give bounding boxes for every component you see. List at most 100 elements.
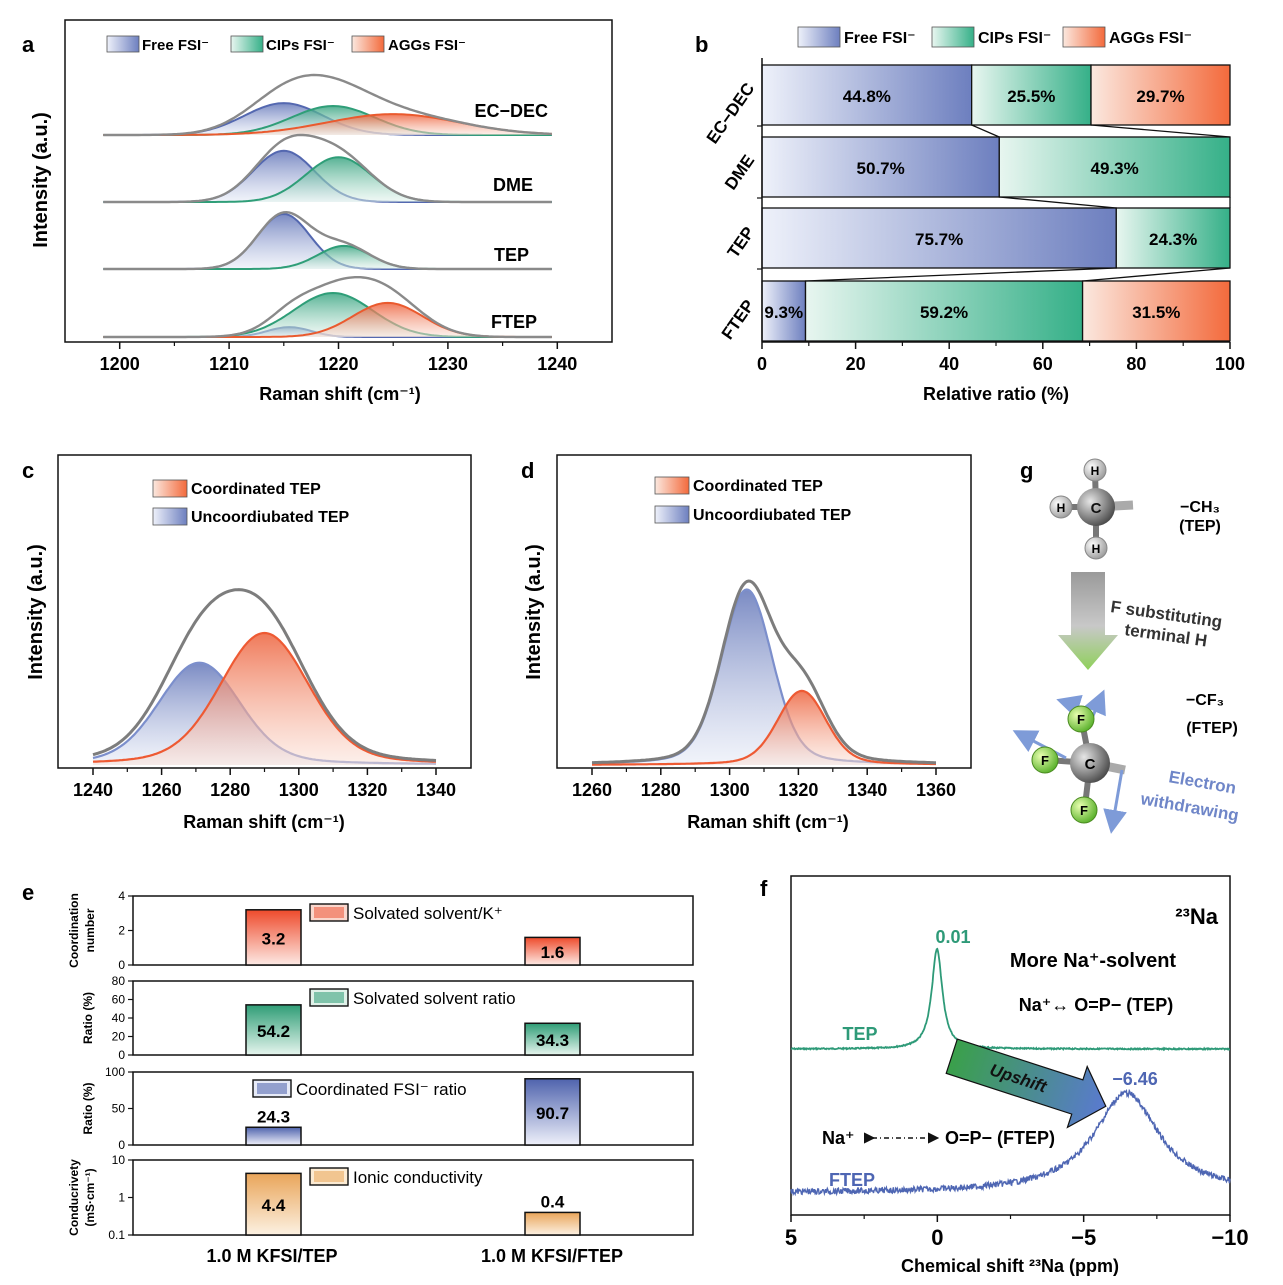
- x-tick-label: 1220: [318, 354, 358, 374]
- category-label-ecdec: EC−DEC: [703, 79, 758, 147]
- more-solvent-title: More Na⁺-solvent: [1010, 950, 1176, 972]
- x-tick-label: 1280: [641, 780, 681, 800]
- panel-d-y-label: Intensity (a.u.): [523, 544, 545, 680]
- peak-area-1-1: [103, 157, 552, 202]
- component-area: [93, 633, 436, 765]
- legend-swatch-inner: [314, 1171, 344, 1182]
- x-tick-label: 1240: [537, 354, 577, 374]
- legend-text-uncoordinated: Uncoordiubated TEP: [693, 507, 852, 524]
- atom-c-label: C: [1085, 756, 1096, 773]
- bar-3-0: [245, 1172, 302, 1236]
- y-axis-label: number: [83, 908, 97, 952]
- component-area: [592, 690, 936, 765]
- panel-f-plot-area: [790, 947, 1231, 1197]
- side-text-line1: Electron: [1167, 767, 1237, 798]
- bar-0-1: [524, 936, 581, 966]
- ftep-name-text: (FTEP): [1186, 720, 1238, 737]
- y-tick-label: 2: [118, 924, 125, 938]
- relation-ftep-text: O=P− (FTEP): [945, 1128, 1055, 1148]
- panel-a-label: a: [22, 32, 35, 57]
- category-label-ftep: FTEP: [718, 296, 758, 342]
- bar-value-label: 49.3%: [1091, 159, 1139, 178]
- x-tick-label: 5: [785, 1225, 797, 1250]
- legend-swatch-free: [106, 35, 140, 53]
- solvent-label-tep: TEP: [494, 245, 529, 265]
- x-tick-label: 40: [939, 354, 959, 374]
- panel-c-x-ticks: 1240 1260 1280 1300 1320 1340: [73, 768, 456, 800]
- panel-c-x-label: Raman shift (cm⁻¹): [183, 812, 345, 832]
- x-tick-label: 20: [846, 354, 866, 374]
- panel-c: c Coordinated TEP Uncoordiubated TEP 124…: [22, 454, 472, 832]
- bar-value-label: 3.2: [262, 929, 286, 948]
- x-tick-label: 60: [1033, 354, 1053, 374]
- panel-d-label: d: [521, 458, 534, 483]
- bar-value-label: 25.5%: [1007, 87, 1055, 106]
- panel-a-x-label: Raman shift (cm⁻¹): [259, 384, 421, 404]
- nucleus-label: ²³Na: [1175, 904, 1219, 929]
- legend-text-cips: CIPs FSI⁻: [978, 30, 1051, 47]
- panel-f-label: f: [760, 876, 768, 901]
- y-tick-label: 0: [118, 1048, 125, 1062]
- category-label-tep: TEP: [724, 223, 759, 261]
- bar-value-label: 31.5%: [1132, 303, 1180, 322]
- group-label-tep: 1.0 M KFSI/TEP: [206, 1246, 337, 1266]
- x-tick-label: 1240: [73, 780, 113, 800]
- relation-tep-text: Na⁺↔ O=P− (TEP): [1019, 995, 1174, 1015]
- bar-segment-3-1: [804, 280, 1084, 342]
- connector-line: [971, 124, 1000, 138]
- bar-1-1: [524, 1022, 581, 1056]
- bar-2-1: [524, 1078, 581, 1146]
- legend-swatch-coordinated: [654, 476, 690, 495]
- y-tick-label: 20: [112, 1030, 126, 1044]
- bar-value-label: 54.2: [257, 1022, 290, 1041]
- connector-line: [999, 196, 1117, 209]
- atom-h-label: H: [1091, 464, 1100, 478]
- x-tick-label: 1320: [778, 780, 818, 800]
- y-axis-label: (mS·cm⁻¹): [83, 1168, 97, 1226]
- legend-swatch-aggs: [351, 35, 385, 53]
- panel-d-x-label: Raman shift (cm⁻¹): [687, 812, 849, 832]
- y-tick-label: 60: [112, 993, 126, 1007]
- carbon-atom-icon: [1077, 488, 1115, 526]
- panel-d-plot-area: [591, 579, 937, 766]
- atom-c-label: C: [1091, 500, 1102, 517]
- y-axis-label: Ratio (%): [81, 1083, 95, 1135]
- legend-swatch-inner: [257, 1083, 287, 1094]
- peak-area-2-1: [103, 245, 552, 269]
- bar-segment-2-0: [761, 207, 1117, 269]
- bar-segment-0-2: [1090, 64, 1231, 126]
- bar-value-label: 29.7%: [1136, 87, 1184, 106]
- bar-segment-0-1: [971, 64, 1092, 126]
- x-tick-label: 100: [1215, 354, 1245, 374]
- legend-text-free: Free FSI⁻: [844, 30, 916, 47]
- envelope-line-2: [103, 210, 552, 271]
- ch3-group-text: −CH₃: [1180, 499, 1220, 516]
- x-tick-label: 1230: [428, 354, 468, 374]
- relation-ftep-na: Na⁺: [822, 1128, 855, 1148]
- legend-swatch-aggs: [1062, 26, 1106, 48]
- y-tick-label: 50: [112, 1102, 126, 1116]
- spectrum-tep: [790, 947, 1231, 1052]
- down-arrow-icon: [1058, 572, 1118, 670]
- panel-d: d Coordinated TEP Uncoordiubated TEP 126…: [521, 454, 972, 832]
- panel-g-label: g: [1020, 458, 1033, 483]
- panel-e: e 0 2 4 3.2 1.6 Solvated solvent/K⁺ Coordinati…: [22, 880, 694, 1266]
- peak-label-ftep: −6.46: [1112, 1069, 1158, 1089]
- bar-segment-0-0: [761, 64, 973, 126]
- panel-c-label: c: [22, 458, 34, 483]
- connector-line: [1082, 267, 1231, 282]
- y-axis-label: Conducrivety: [67, 1159, 81, 1236]
- bar-value-label: 1.6: [541, 943, 565, 962]
- bar-segment-2-1: [1115, 207, 1231, 269]
- bar-value-label: 75.7%: [915, 230, 963, 249]
- bar-1-0: [245, 1004, 302, 1056]
- y-axis-label: Coordination: [67, 893, 81, 968]
- group-label-ftep: 1.0 M KFSI/FTEP: [481, 1246, 623, 1266]
- panel-e-label: e: [22, 880, 34, 905]
- panel-g: g C H H H −CH₃ (TEP) F substituting term…: [1012, 458, 1240, 834]
- spectrum-ftep: [790, 1088, 1231, 1197]
- bar-3-1: [524, 1211, 581, 1236]
- panel-b: b Free FSI⁻ CIPs FSI⁻ AGGs FSI⁻ 44.8% 25.…: [695, 26, 1245, 404]
- connector-line: [805, 267, 1117, 282]
- peak-area-3-1: [103, 293, 552, 337]
